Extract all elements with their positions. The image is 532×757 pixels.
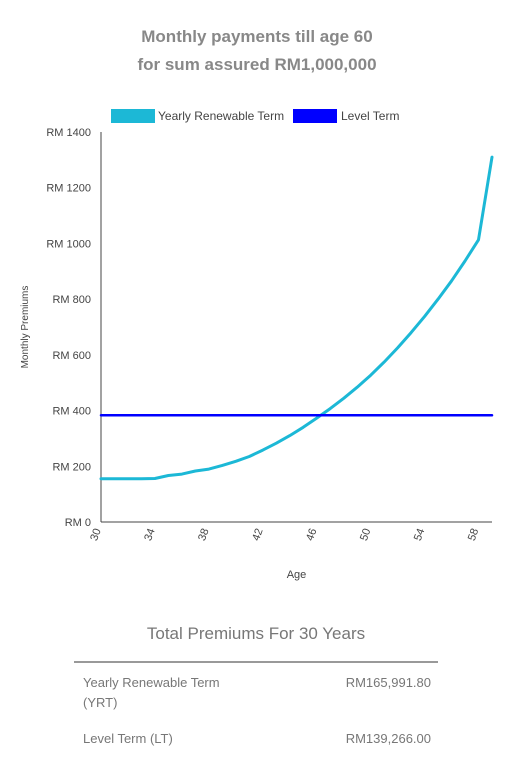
legend-label: Level Term: [341, 109, 399, 123]
summary-divider: [74, 661, 438, 663]
chart-legend: Yearly Renewable Term Level Term: [111, 109, 399, 123]
x-tick-label: 54: [412, 527, 427, 543]
summary-title: Total Premiums For 30 Years: [146, 624, 366, 643]
y-tick-label: RM 800: [52, 294, 91, 306]
x-tick-label: 34: [142, 527, 157, 543]
y-tick-label: RM 1000: [46, 238, 91, 250]
summary-row-value: RM139,266.00: [345, 731, 431, 746]
series-layer: [99, 155, 494, 481]
y-axis-title: Monthly Premiums: [20, 286, 31, 369]
x-tick-label: 58: [466, 527, 481, 543]
x-axis: 30 34 38 42 46 50 54 58: [88, 521, 492, 543]
y-tick-label: RM 1200: [46, 183, 91, 195]
y-axis: RM 0 RM 200 RM 400 RM 600 RM 800 RM 1000 RM 12…: [46, 127, 102, 529]
y-tick-label: RM 1400: [46, 127, 91, 139]
summary-row-value: RM165,991.80: [345, 675, 431, 690]
summary-row-label: Level Term (LT): [83, 731, 173, 746]
y-tick-label: RM 600: [52, 350, 91, 362]
legend-swatch: [293, 109, 337, 123]
legend-swatch: [111, 109, 155, 123]
x-axis-title: Age: [287, 569, 307, 581]
series-line-yearly-renewable-term: [99, 155, 494, 481]
chart-title: Monthly payments till age 60 for sum ass…: [0, 23, 514, 79]
y-tick-label: RM 200: [52, 461, 91, 473]
premium-line-chart: Yearly Renewable Term Level Term RM 0 RM 2…: [20, 109, 494, 581]
x-tick-label: 50: [358, 527, 373, 543]
x-tick-label: 38: [196, 527, 211, 543]
chart-title-line-2: for sum assured RM1,000,000: [137, 55, 377, 74]
y-tick-label: RM 0: [65, 517, 91, 529]
y-tick-label: RM 400: [52, 406, 91, 418]
legend-label: Yearly Renewable Term: [158, 109, 284, 123]
chart-title-line-1: Monthly payments till age 60: [141, 27, 373, 46]
x-tick-label: 30: [88, 527, 103, 543]
summary-row-label: Yearly Renewable Term (YRT): [83, 675, 220, 710]
x-tick-label: 46: [304, 527, 319, 543]
x-tick-label: 42: [250, 527, 265, 543]
